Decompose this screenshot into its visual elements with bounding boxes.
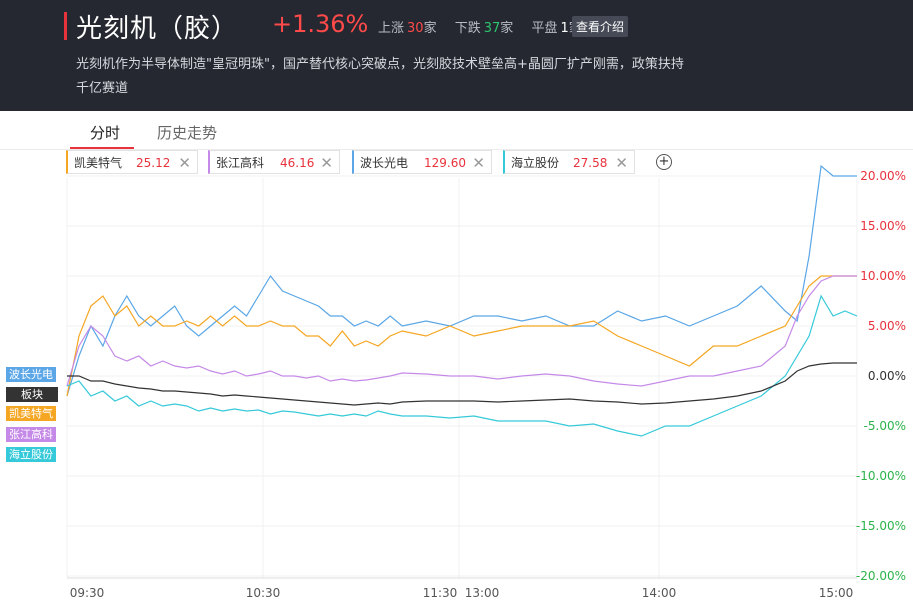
flat-count: 1 <box>560 21 569 36</box>
chip-name: 张江高科 <box>216 156 265 170</box>
y-tick-label: -10.00% <box>856 469 906 483</box>
side-tag: 张江高科 <box>6 427 56 442</box>
side-tag: 海立股份 <box>6 447 56 462</box>
chip-name: 波长光电 <box>360 156 409 170</box>
compare-chip-zhangjianggaoke[interactable]: 张江高科 46.16 ✕ <box>208 150 340 174</box>
plus-circle-icon[interactable]: + <box>656 154 672 170</box>
series-line-3 <box>66 294 858 437</box>
close-icon[interactable]: ✕ <box>615 154 628 172</box>
chip-price: 129.60 <box>424 156 466 170</box>
series-line-1 <box>66 275 857 397</box>
compare-chip-hailigufen[interactable]: 海立股份 27.58 ✕ <box>503 150 635 174</box>
compare-chip-bochangguangdian[interactable]: 波长光电 129.60 ✕ <box>352 150 492 174</box>
x-axis-labels: 09:30 10:30 11:30 13:00 14:00 15:00 <box>70 586 854 600</box>
down-count: 37 <box>483 21 501 36</box>
y-tick-label: 20.00% <box>860 169 906 183</box>
x-tick-label: 14:00 <box>642 586 677 600</box>
x-tick-label: 13:00 <box>465 586 500 600</box>
sector-title: 光刻机（胶） <box>76 14 239 44</box>
y-tick-label: -15.00% <box>856 519 906 533</box>
x-tick-label: 09:30 <box>70 586 105 600</box>
chart-series-lines <box>66 164 858 437</box>
y-tick-label: 10.00% <box>860 269 906 283</box>
close-icon[interactable]: ✕ <box>178 154 191 172</box>
chart-tabs: 分时 历史走势 <box>0 111 913 150</box>
chart-grid <box>66 175 858 579</box>
active-tab-underline <box>70 147 134 149</box>
compare-stock-row: 凯美特气 25.12 ✕ 张江高科 46.16 ✕ 波长光电 129.60 ✕ … <box>0 150 913 178</box>
up-unit: 家 <box>423 21 437 36</box>
view-intro-button[interactable]: 查看介绍 <box>572 16 629 37</box>
title-accent-bar <box>64 12 67 40</box>
down-label: 下跌 <box>454 21 481 36</box>
x-tick-label: 11:30 <box>423 586 458 600</box>
up-label: 上涨 <box>378 21 405 36</box>
chip-name: 凯美特气 <box>74 156 123 170</box>
close-icon[interactable]: ✕ <box>472 154 485 172</box>
series-line-0 <box>66 164 857 397</box>
down-unit: 家 <box>500 21 514 36</box>
chip-price: 46.16 <box>280 156 315 170</box>
up-stat: 上涨 30家 <box>378 21 441 36</box>
down-stat: 下跌 37家 <box>455 21 518 36</box>
up-count: 30 <box>407 21 424 36</box>
side-tag: 凯美特气 <box>6 406 56 421</box>
close-icon[interactable]: ✕ <box>320 154 333 172</box>
y-tick-label: -20.00% <box>856 569 906 583</box>
flat-label: 平盘 <box>531 21 558 36</box>
y-tick-label: 0.00% <box>868 369 906 383</box>
tab-history[interactable]: 历史走势 <box>157 124 218 142</box>
x-tick-label: 10:30 <box>246 586 281 600</box>
chip-price: 27.58 <box>573 156 608 170</box>
y-tick-label: 5.00% <box>868 319 906 333</box>
sector-change-pct: +1.36% <box>272 10 369 38</box>
x-tick-label: 15:00 <box>819 586 854 600</box>
y-axis-labels: 20.00% 15.00% 10.00% 5.00% 0.00% -5.00% -10.00… <box>856 169 906 583</box>
chip-price: 25.12 <box>136 156 171 170</box>
series-line-2 <box>66 275 857 387</box>
y-tick-label: -5.00% <box>864 419 906 433</box>
chip-name: 海立股份 <box>511 156 560 170</box>
sector-description: 光刻机作为半导体制造"皇冠明珠"，国产替代核心突破点，光刻胶技术壁垒高+晶圆厂扩… <box>76 57 684 96</box>
side-tag: 波长光电 <box>6 367 56 382</box>
compare-chip-kaimeiteqi[interactable]: 凯美特气 25.12 ✕ <box>66 150 198 174</box>
tab-intraday[interactable]: 分时 <box>90 124 121 142</box>
series-line-4 <box>67 362 857 406</box>
y-tick-label: 15.00% <box>860 219 906 233</box>
side-tag: 板块 <box>6 387 58 402</box>
